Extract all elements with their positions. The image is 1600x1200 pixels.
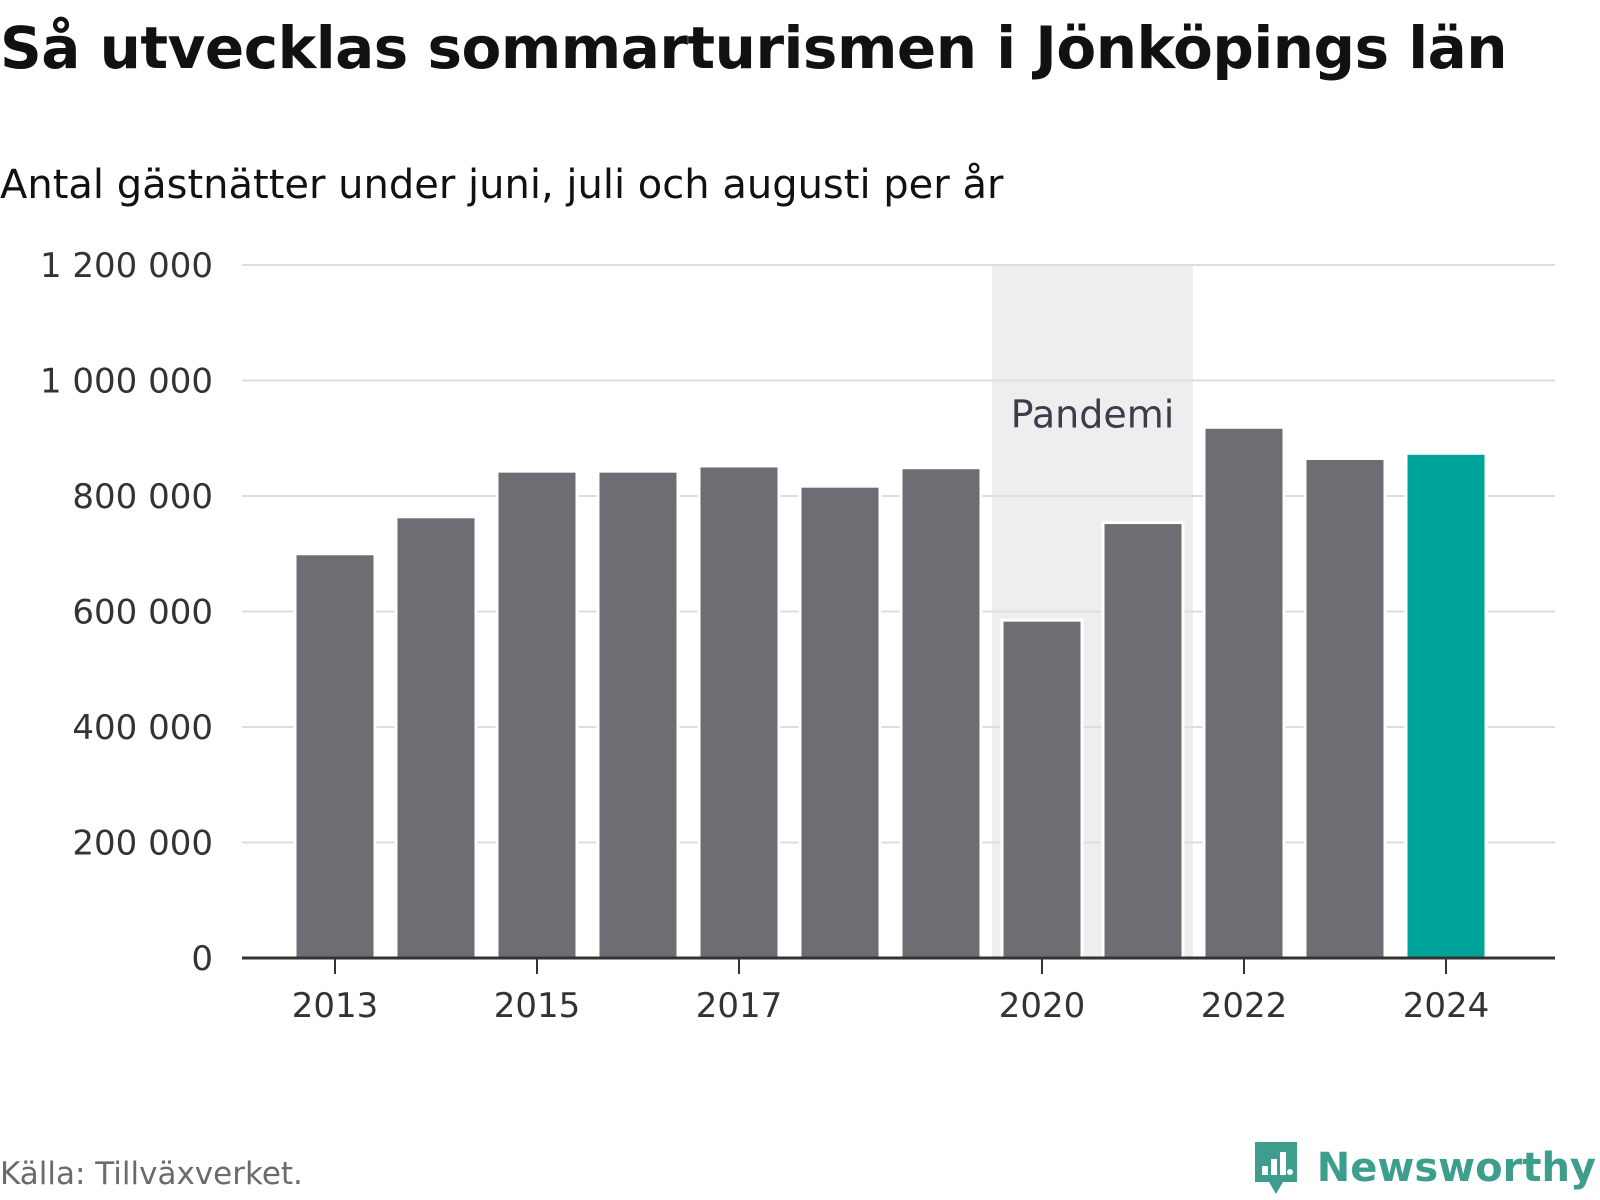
bar — [495, 469, 579, 960]
x-tick-label: 2015 — [494, 986, 581, 1026]
pandemic-label: Pandemi — [1011, 393, 1175, 437]
bar — [293, 552, 377, 960]
x-tick-label: 2013 — [292, 986, 379, 1026]
source-note: Källa: Tillväxverket. — [0, 1156, 303, 1192]
y-tick-label: 800 000 — [72, 477, 213, 517]
x-tick-label: 2024 — [1403, 986, 1490, 1026]
bar — [1000, 618, 1084, 960]
y-tick-label: 600 000 — [72, 593, 213, 633]
brand-logo: Newsworthy — [1251, 1138, 1596, 1198]
chart-subtitle: Antal gästnätter under juni, juli och au… — [0, 162, 1004, 208]
bar-chart: Pandemi 0 200 000 400 000 600 000 800 000 1 0… — [40, 246, 1555, 1026]
bar — [394, 515, 478, 960]
y-tick-label: 200 000 — [72, 824, 213, 864]
y-tick-label: 1 000 000 — [40, 362, 213, 402]
x-tick-label: 2020 — [999, 986, 1086, 1026]
x-tick-label: 2022 — [1201, 986, 1288, 1026]
bar — [1101, 521, 1185, 960]
bar-highlight — [1404, 451, 1488, 960]
newsworthy-logo-icon — [1254, 1142, 1297, 1194]
bar — [798, 484, 882, 960]
bar — [596, 469, 680, 960]
bar — [1202, 425, 1286, 960]
y-tick-label: 0 — [191, 939, 213, 979]
bar — [1303, 456, 1387, 960]
brand-name: Newsworthy — [1316, 1145, 1596, 1191]
bars — [293, 425, 1488, 960]
tick-labels: 0 200 000 400 000 600 000 800 000 1 000 000 1 … — [40, 246, 1489, 1026]
axes — [242, 956, 1555, 974]
bar — [697, 464, 781, 960]
y-tick-label: 400 000 — [72, 708, 213, 748]
chart-title: Så utvecklas sommarturismen i Jönköpings… — [0, 14, 1508, 82]
bar — [899, 466, 983, 960]
y-tick-label: 1 200 000 — [40, 246, 213, 286]
x-tick-label: 2017 — [696, 986, 783, 1026]
